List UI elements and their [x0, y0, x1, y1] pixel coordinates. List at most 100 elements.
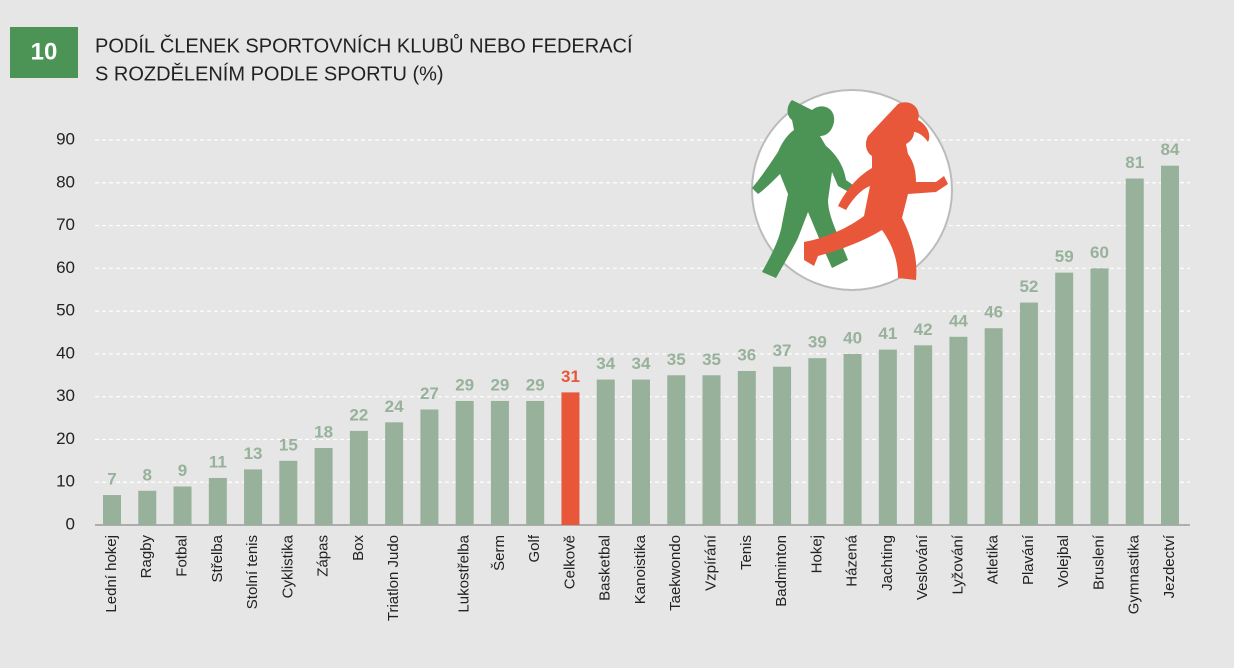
value-label: 35	[702, 350, 721, 369]
x-tick-label: Volejbal	[1055, 535, 1072, 588]
value-label: 42	[914, 320, 933, 339]
x-tick-label: Fotbal	[174, 535, 191, 577]
value-label: 11	[209, 452, 227, 471]
x-tick-label: Ragby	[138, 535, 155, 579]
bar	[208, 477, 227, 525]
x-tick-label: Lyžování	[949, 534, 966, 594]
bar	[490, 400, 509, 525]
female-runner	[804, 102, 948, 280]
bar	[279, 460, 298, 525]
bar	[596, 379, 615, 525]
x-tick-label: Cyklistika	[279, 534, 296, 598]
x-tick-label: Kanoistika	[632, 534, 649, 604]
x-tick-label: Vzpírání	[703, 534, 720, 591]
bar	[1125, 178, 1144, 525]
bar	[773, 366, 792, 525]
value-label: 31	[561, 367, 580, 386]
plot: 0 10 20 30 40 50 60 70 80 90 7 Lední hokej 8 Ragby 9 Fo…	[56, 129, 1190, 621]
bar	[1019, 302, 1038, 525]
x-tick-label: Šerm	[491, 535, 508, 571]
y-tick-label: 60	[56, 258, 75, 277]
x-tick-label: Házená	[844, 534, 861, 586]
value-label: 44	[949, 311, 968, 330]
bar	[314, 448, 333, 525]
bar	[737, 371, 756, 525]
value-label: 46	[984, 303, 1003, 322]
x-tick-label: Stolní tenis	[244, 535, 261, 609]
x-tick-label: Plavání	[1020, 534, 1037, 585]
x-tick-label: Jezdectví	[1161, 534, 1178, 598]
bar	[385, 422, 404, 525]
y-tick-label: 0	[66, 514, 75, 533]
bar	[561, 392, 580, 525]
figure-number: 10	[31, 38, 58, 65]
x-tick-label: Bruslení	[1090, 534, 1107, 590]
bar	[702, 375, 721, 525]
value-label: 52	[1019, 277, 1038, 296]
y-tick-label: 40	[56, 343, 75, 362]
x-tick-label: Gymnastika	[1126, 534, 1143, 614]
value-label: 29	[455, 375, 474, 394]
value-label: 34	[632, 354, 651, 373]
value-label: 60	[1090, 243, 1109, 262]
value-label: 59	[1055, 247, 1074, 266]
bar	[1161, 165, 1179, 525]
value-label: 7	[107, 470, 116, 489]
value-label: 15	[279, 435, 298, 454]
value-label: 8	[143, 465, 152, 484]
value-label: 35	[667, 350, 686, 369]
y-tick-label: 80	[56, 172, 75, 191]
bar	[878, 349, 897, 525]
y-tick-label: 10	[56, 472, 75, 491]
x-tick-label: Veslování	[914, 534, 931, 600]
y-tick-label: 50	[56, 301, 75, 320]
x-tick-label: Jachting	[879, 535, 896, 591]
bar	[808, 358, 827, 525]
value-label: 36	[737, 345, 756, 364]
value-label: 29	[526, 375, 545, 394]
runners-illustration	[751, 89, 953, 291]
chart-title: PODÍL ČLENEK SPORTOVNÍCH KLUBŮ NEBO FEDE…	[95, 33, 633, 57]
value-label: 18	[314, 422, 333, 441]
value-label: 34	[596, 354, 615, 373]
x-tick-label: Tenis	[738, 535, 755, 570]
bar	[455, 400, 474, 525]
value-label: 81	[1125, 153, 1144, 172]
x-tick-label: Triatlon Judo	[385, 535, 402, 621]
x-tick-label: Atletika	[985, 534, 1002, 584]
value-label: 39	[808, 333, 827, 352]
bar	[138, 490, 157, 525]
x-tick-label: Hokej	[808, 535, 825, 573]
bar	[1055, 272, 1074, 525]
bar	[420, 409, 439, 525]
x-tick-label: Zápas	[315, 535, 332, 577]
x-tick-label: Basketbal	[597, 535, 614, 601]
x-tick-label: Box	[350, 535, 367, 561]
value-label: 9	[178, 461, 187, 480]
bar	[103, 495, 121, 525]
x-tick-label: Lukostřelba	[456, 534, 473, 612]
value-label: 27	[420, 384, 439, 403]
bar	[984, 328, 1003, 525]
value-label: 40	[843, 328, 862, 347]
value-label: 41	[878, 324, 897, 343]
y-tick-label: 90	[56, 129, 75, 148]
bar	[173, 486, 192, 525]
value-label: 24	[385, 397, 404, 416]
value-label: 13	[244, 444, 263, 463]
value-label: 84	[1161, 140, 1180, 159]
bar	[843, 353, 862, 525]
y-tick-label: 30	[56, 386, 75, 405]
bar	[244, 469, 263, 525]
bar	[914, 345, 933, 525]
chart-title: S ROZDĚLENÍM PODLE SPORTU (%)	[95, 62, 444, 85]
bar	[667, 375, 686, 525]
value-label: 22	[349, 405, 368, 424]
bar	[632, 379, 650, 525]
y-tick-label: 70	[56, 215, 75, 234]
y-tick-label: 20	[56, 429, 75, 448]
x-tick-label: Badminton	[773, 535, 790, 607]
x-tick-label: Golf	[526, 534, 543, 562]
